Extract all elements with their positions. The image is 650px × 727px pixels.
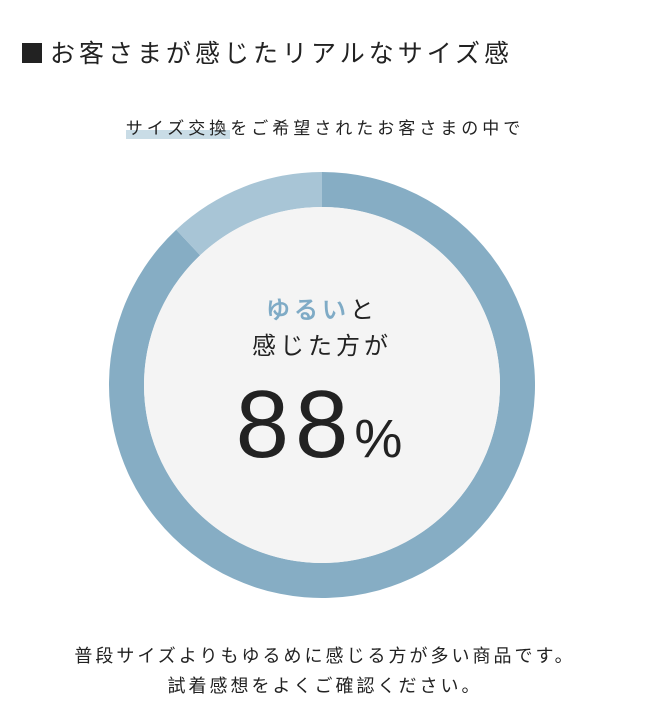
section-title: お客さまが感じたリアルなサイズ感: [22, 34, 513, 70]
center-accent: ゆるい: [266, 296, 350, 324]
donut-center: [144, 207, 500, 563]
center-line1: ゆるいと: [0, 290, 644, 325]
center-line2: 感じた方が: [252, 332, 392, 360]
subtitle-highlight: サイズ交換: [125, 119, 231, 139]
footer-line2: 試着感想をよくご確認ください。: [167, 676, 483, 697]
footer-line1: 普段サイズよりもゆるめに感じる方が多い商品です。: [74, 646, 576, 667]
center-value: 88%: [0, 370, 644, 480]
subtitle-rest: をご希望されたお客さまの中で: [230, 119, 525, 139]
percent-unit: %: [354, 409, 409, 469]
square-bullet-icon: [22, 43, 42, 63]
center-line1-rest: と: [350, 296, 378, 324]
donut-segment-1: [176, 172, 322, 256]
title-text: お客さまが感じたリアルなサイズ感: [50, 39, 514, 68]
subtitle: サイズ交換をご希望されたお客さまの中で: [0, 114, 650, 139]
percent-value: 88: [235, 371, 355, 478]
